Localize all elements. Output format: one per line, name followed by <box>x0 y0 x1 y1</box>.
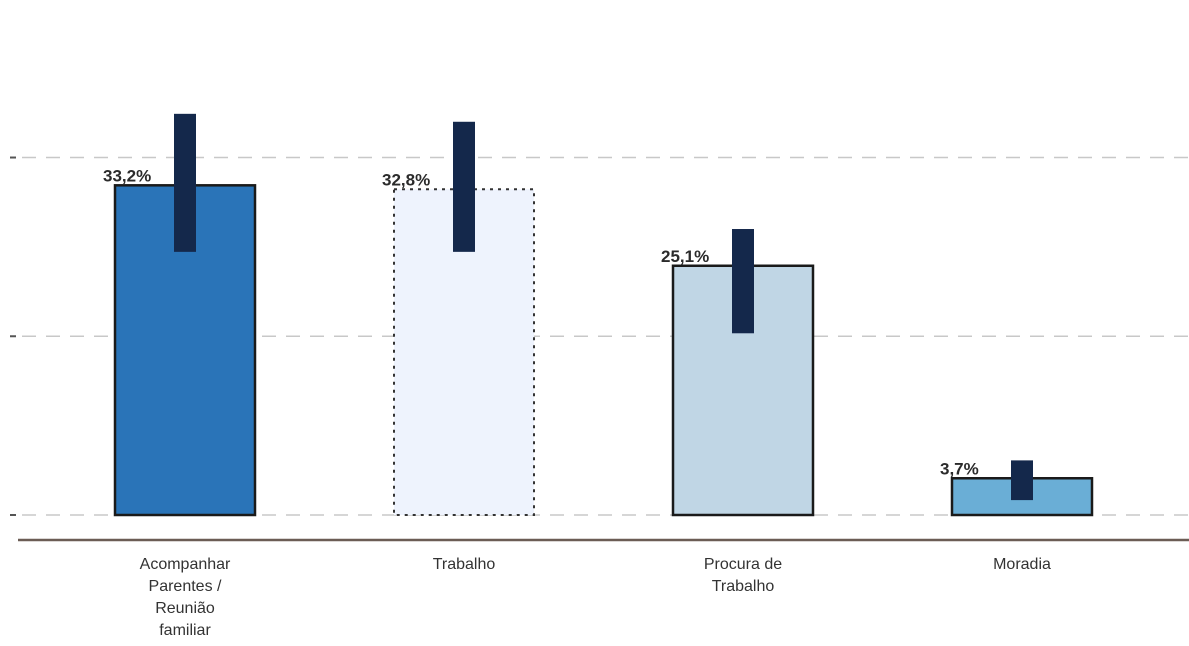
category-label-line: Acompanhar <box>140 556 231 573</box>
bars <box>113 184 1094 517</box>
category-label-line: Trabalho <box>712 578 775 595</box>
value-labels: 33,2% 32,8% 25,1% 3,7% <box>103 166 979 478</box>
category-label-1: Trabalho <box>433 556 496 573</box>
error-bar-1 <box>453 121 475 252</box>
value-label-3: 3,7% <box>940 459 979 478</box>
category-label-line: Procura de <box>704 556 782 573</box>
category-label-2: Procura de Trabalho <box>704 556 782 595</box>
error-bar-2 <box>732 229 754 334</box>
category-label-line: Trabalho <box>433 556 496 573</box>
value-label-2: 25,1% <box>661 247 709 266</box>
category-label-line: Reunião <box>155 600 215 617</box>
category-label-0: Acompanhar Parentes / Reunião familiar <box>140 556 231 639</box>
category-label-line: Parentes / <box>149 578 222 595</box>
category-label-3: Moradia <box>993 556 1051 573</box>
error-bar-3 <box>1011 460 1033 501</box>
category-label-line: Moradia <box>993 556 1051 573</box>
error-bar-0 <box>174 113 196 252</box>
value-label-0: 33,2% <box>103 166 151 185</box>
category-labels: Acompanhar Parentes / Reunião familiar Traba… <box>140 556 1051 639</box>
category-label-line: familiar <box>159 622 211 639</box>
error-bars <box>174 113 1033 501</box>
value-label-1: 32,8% <box>382 170 430 189</box>
